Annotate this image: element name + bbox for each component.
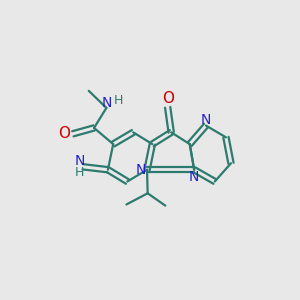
Text: N: N bbox=[135, 163, 146, 177]
Text: O: O bbox=[162, 91, 174, 106]
Text: O: O bbox=[58, 126, 70, 141]
Text: H: H bbox=[113, 94, 123, 107]
Text: N: N bbox=[102, 96, 112, 110]
Text: N: N bbox=[201, 113, 211, 127]
Text: H: H bbox=[75, 166, 84, 179]
Text: N: N bbox=[189, 170, 200, 184]
Text: N: N bbox=[74, 154, 85, 168]
